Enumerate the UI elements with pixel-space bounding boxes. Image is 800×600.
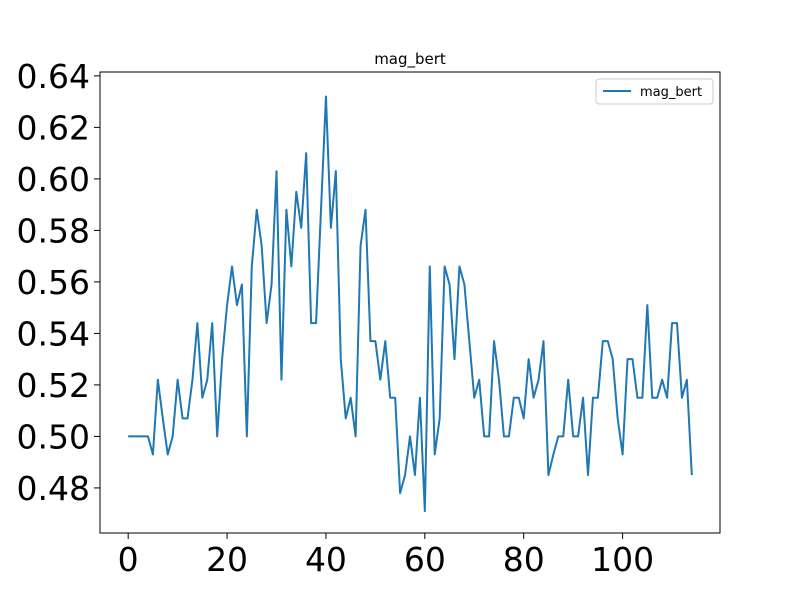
x-axis: 0 20 40 60 80 100 [118,533,654,579]
legend-entry: mag_bert [640,85,702,100]
y-tick-label: 0.50 [17,417,90,456]
x-tick-label: 80 [503,540,545,579]
y-tick-label: 0.54 [17,314,90,353]
y-tick-label: 0.62 [17,108,90,147]
legend-box [595,78,714,105]
x-tick-label: 100 [591,540,654,579]
x-tick-label: 20 [206,540,248,579]
x-tick-label: 40 [305,540,347,579]
y-tick-label: 0.60 [17,160,90,199]
x-tick-label: 0 [118,540,139,579]
series-line-mag_bert [128,95,693,513]
chart-title: mag_bert [374,50,446,69]
y-tick-label: 0.64 [17,57,90,96]
y-tick-label: 0.48 [17,469,90,508]
y-axis: 0.48 0.50 0.52 0.54 0.56 0.58 0.60 0.62 0.64 [17,57,100,508]
x-tick-label: 60 [404,540,446,579]
y-tick-label: 0.56 [17,263,90,302]
y-tick-label: 0.52 [17,366,90,405]
plot-frame [99,71,721,534]
y-tick-label: 0.58 [17,211,90,250]
series-layer [128,95,693,513]
legend: mag_bert [595,78,714,105]
